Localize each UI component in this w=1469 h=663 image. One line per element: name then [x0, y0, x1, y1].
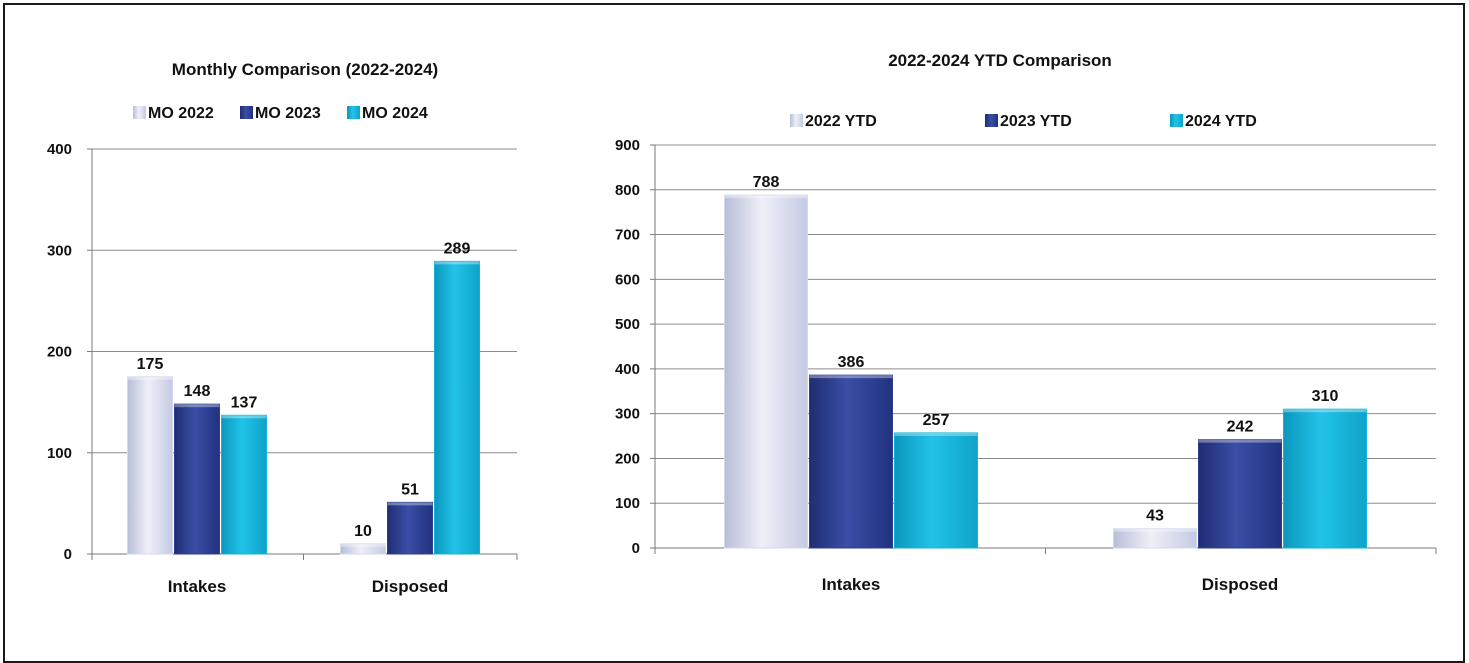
ytd-bar-disposed-2022-ytd — [1113, 528, 1197, 549]
ytd-bar-intakes-2022-ytd — [724, 194, 808, 549]
monthly-data-label-disposed-mo-2022: 10 — [354, 523, 372, 540]
ytd-y-tick-700: 700 — [615, 227, 640, 244]
ytd-y-tick-400: 400 — [615, 361, 640, 378]
monthly-bar-disposed-mo-2022 — [340, 543, 386, 555]
monthly-y-tick-300: 300 — [47, 242, 72, 259]
monthly-data-label-disposed-mo-2023: 51 — [401, 481, 419, 498]
ytd-bar-top-intakes-2024-ytd — [894, 432, 978, 436]
ytd-bar-disposed-2023-ytd — [1198, 439, 1282, 549]
ytd-bar-top-disposed-2024-ytd — [1283, 409, 1367, 413]
ytd-y-tick-900: 900 — [615, 137, 640, 154]
monthly-bar-disposed-mo-2023 — [387, 501, 433, 555]
x-label-disposed: Disposed — [372, 577, 449, 596]
chart-marks: 0 100 200 300 400 175 148 137 10 51 289 0 100 200 300 4… — [47, 137, 1437, 563]
monthly-bar-top-disposed-mo-2023 — [387, 502, 433, 506]
monthly-bar-top-intakes-mo-2023 — [174, 404, 220, 408]
monthly-bar-intakes-mo-2023 — [174, 403, 220, 555]
monthly-data-label-intakes-mo-2022: 175 — [137, 356, 164, 373]
chart-monthly-title: Monthly Comparison (2022-2024) — [172, 60, 438, 79]
ytd-bar-intakes-2023-ytd — [809, 374, 893, 549]
legend-swatch-mo2022 — [133, 106, 146, 119]
ytd-data-label-disposed-2023-ytd: 242 — [1227, 419, 1254, 436]
charts-canvas: Monthly Comparison (2022-2024) MO 2022 M… — [47, 51, 1437, 596]
x-label-intakes-ytd: Intakes — [822, 575, 881, 594]
ytd-y-tick-300: 300 — [615, 406, 640, 423]
x-label-disposed-ytd: Disposed — [1202, 575, 1279, 594]
monthly-bar-intakes-mo-2022 — [127, 376, 173, 555]
legend-swatch-mo2023 — [240, 106, 253, 119]
legend-swatch-2024ytd — [1170, 114, 1183, 127]
legend-label-2023ytd: 2023 YTD — [1000, 113, 1072, 130]
ytd-y-tick-600: 600 — [615, 271, 640, 288]
ytd-data-label-intakes-2023-ytd: 386 — [838, 354, 865, 371]
ytd-bar-disposed-2024-ytd — [1283, 408, 1367, 549]
monthly-bar-disposed-mo-2024 — [434, 260, 480, 555]
monthly-y-tick-200: 200 — [47, 344, 72, 361]
chart-monthly: Monthly Comparison (2022-2024) MO 2022 M… — [133, 60, 448, 596]
ytd-bar-top-disposed-2022-ytd — [1113, 528, 1197, 532]
monthly-y-tick-0: 0 — [64, 546, 72, 563]
monthly-data-label-intakes-mo-2024: 137 — [231, 394, 258, 411]
chart-ytd-legend: 2022 YTD 2023 YTD 2024 YTD — [790, 113, 1257, 130]
ytd-data-label-disposed-2022-ytd: 43 — [1146, 508, 1164, 525]
legend-swatch-mo2024 — [347, 106, 360, 119]
monthly-data-label-disposed-mo-2024: 289 — [444, 240, 471, 257]
ytd-y-tick-0: 0 — [632, 540, 640, 557]
ytd-bar-top-intakes-2023-ytd — [809, 375, 893, 379]
legend-label-mo2023: MO 2023 — [255, 105, 321, 122]
legend-label-mo2022: MO 2022 — [148, 105, 214, 122]
monthly-bar-top-intakes-mo-2022 — [127, 376, 173, 380]
ytd-y-tick-100: 100 — [615, 495, 640, 512]
monthly-data-label-intakes-mo-2023: 148 — [184, 383, 211, 400]
ytd-y-tick-500: 500 — [615, 316, 640, 333]
x-label-intakes: Intakes — [168, 577, 227, 596]
chart-ytd: 2022-2024 YTD Comparison 2022 YTD 2023 Y… — [790, 51, 1278, 594]
legend-label-mo2024: MO 2024 — [362, 105, 428, 122]
legend-swatch-2023ytd — [985, 114, 998, 127]
ytd-y-tick-800: 800 — [615, 182, 640, 199]
monthly-bar-top-disposed-mo-2024 — [434, 261, 480, 265]
monthly-bar-top-intakes-mo-2024 — [221, 415, 267, 419]
legend-swatch-2022ytd — [790, 114, 803, 127]
legend-label-2024ytd: 2024 YTD — [1185, 113, 1257, 130]
chart-ytd-title: 2022-2024 YTD Comparison — [888, 51, 1112, 70]
legend-label-2022ytd: 2022 YTD — [805, 113, 877, 130]
monthly-bar-top-disposed-mo-2022 — [340, 543, 386, 547]
ytd-data-label-intakes-2022-ytd: 788 — [753, 174, 780, 191]
ytd-bar-top-disposed-2023-ytd — [1198, 439, 1282, 443]
ytd-bar-intakes-2024-ytd — [894, 432, 978, 549]
chart-monthly-legend: MO 2022 MO 2023 MO 2024 — [133, 105, 428, 122]
monthly-y-tick-100: 100 — [47, 445, 72, 462]
ytd-data-label-intakes-2024-ytd: 257 — [923, 412, 950, 429]
monthly-y-tick-400: 400 — [47, 141, 72, 158]
ytd-y-tick-200: 200 — [615, 450, 640, 467]
ytd-bar-top-intakes-2022-ytd — [724, 195, 808, 199]
ytd-data-label-disposed-2024-ytd: 310 — [1312, 388, 1339, 405]
monthly-bar-intakes-mo-2024 — [221, 414, 267, 555]
